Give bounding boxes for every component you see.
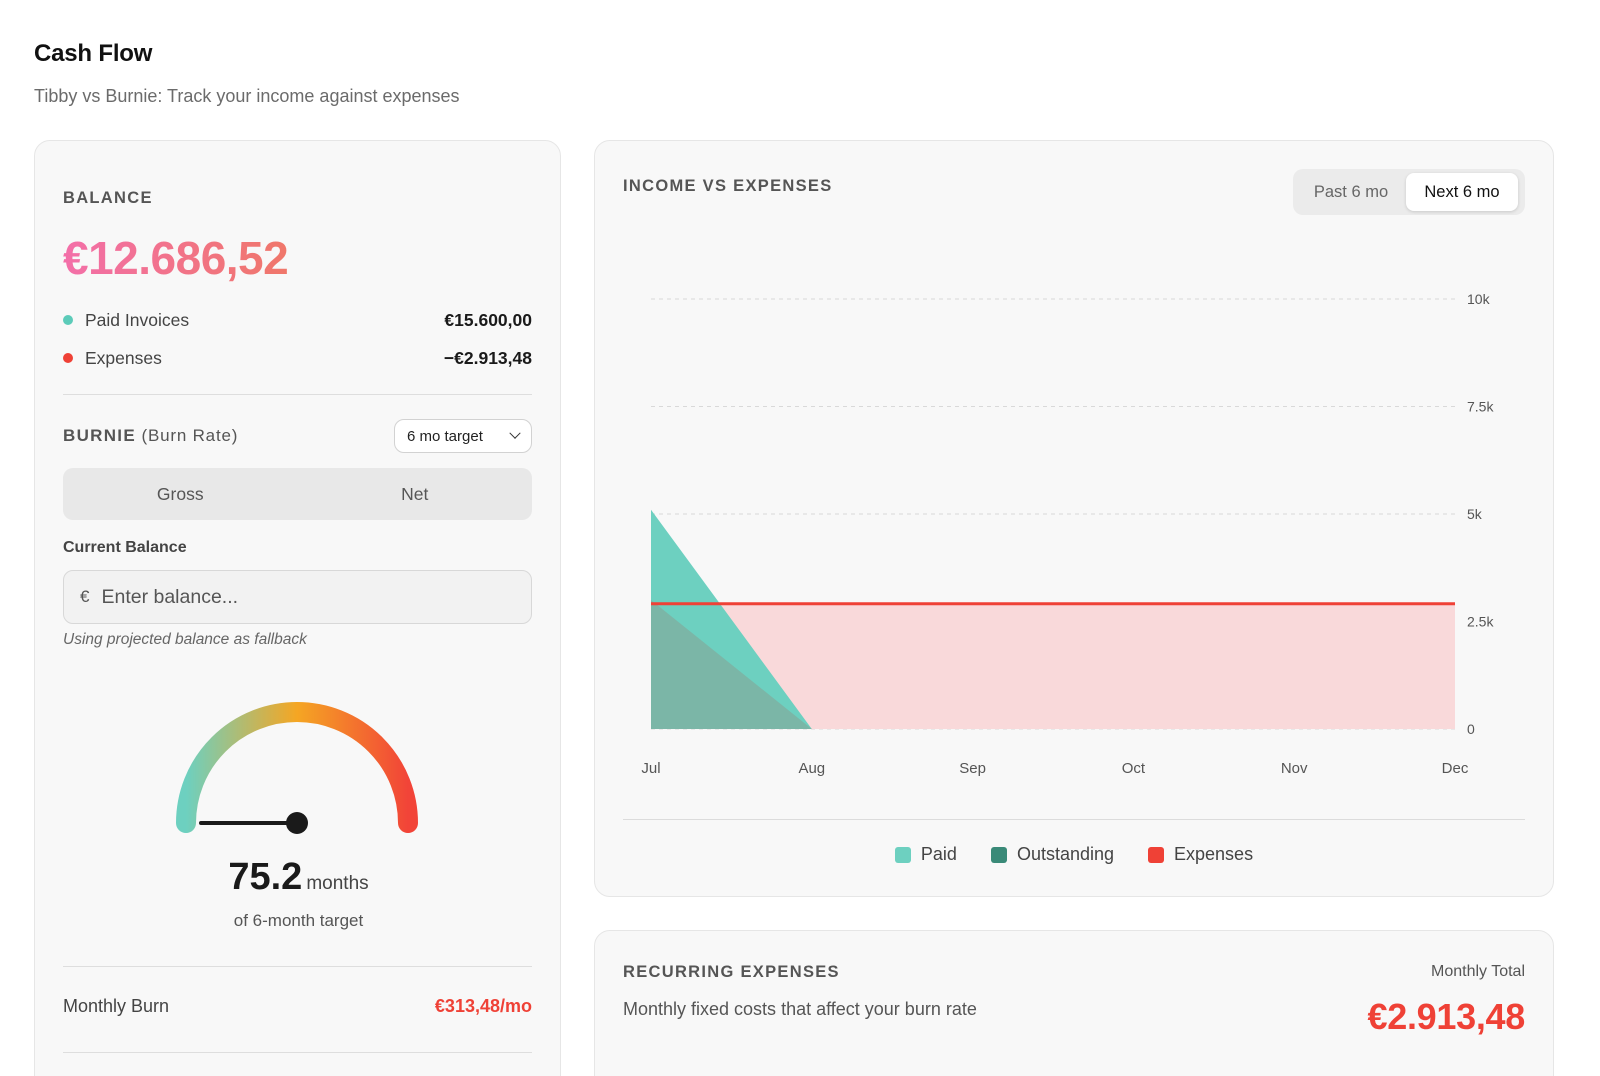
legend-paid[interactable]: Paid	[894, 844, 957, 865]
tab-next-6-mo[interactable]: Next 6 mo	[1406, 173, 1518, 211]
gauge-number: 75.2	[228, 856, 303, 898]
chevron-down-icon	[509, 427, 521, 439]
paid-invoices-label: Paid Invoices	[85, 309, 190, 330]
target-select-value: 6 mo target	[407, 427, 483, 445]
legend-paid-label: Paid	[920, 844, 957, 864]
x-tick-label: Aug	[798, 760, 825, 777]
legend-outstanding-label: Outstanding	[1016, 844, 1115, 864]
target-select[interactable]: 6 mo target	[394, 419, 532, 453]
income-expenses-chart: 0 2.5k 5k 7.5k 10k Jul Aug Sep Oct Nov Dec	[641, 291, 1494, 777]
expenses-dot-icon	[63, 353, 73, 363]
expenses-row: Expenses −€2.913,48	[63, 346, 532, 370]
x-tick-label: Sep	[959, 760, 986, 777]
y-tick-label: 0	[1467, 721, 1475, 737]
recurring-subtitle: Monthly fixed costs that affect your bur…	[623, 999, 977, 1019]
legend-expenses[interactable]: Expenses	[1148, 844, 1253, 865]
outstanding-swatch-icon	[990, 846, 1007, 863]
gauge-value: 75.2 months	[35, 856, 562, 899]
income-expenses-card: INCOME VS EXPENSES Past 6 mo Next 6 mo 0…	[594, 140, 1554, 897]
burn-gauge	[176, 702, 418, 834]
x-tick-label: Oct	[1122, 760, 1146, 777]
euro-icon: €	[80, 587, 90, 606]
divider	[63, 394, 532, 395]
expenses-value: −€2.913,48	[443, 347, 532, 368]
paid-invoices-value: €15.600,00	[444, 309, 532, 330]
balance-field[interactable]: €	[63, 570, 532, 624]
burnie-label: BURNIE (Burn Rate)	[63, 426, 239, 445]
legend-outstanding[interactable]: Outstanding	[990, 844, 1115, 865]
balance-input[interactable]	[101, 585, 531, 609]
expenses-label: Expenses	[85, 347, 162, 368]
monthly-total-value: €2.913,48	[1367, 996, 1526, 1037]
y-tick-label: 10k	[1467, 291, 1491, 307]
fallback-hint: Using projected balance as fallback	[63, 631, 307, 648]
gauge-caption: of 6-month target	[233, 911, 364, 930]
recurring-expenses-card: RECURRING EXPENSES Monthly fixed costs t…	[594, 930, 1554, 1076]
monthly-burn-label: Monthly Burn	[63, 996, 170, 1016]
gauge-pivot	[286, 812, 308, 834]
monthly-burn-value: €313,48/mo	[434, 996, 532, 1016]
recurring-title: RECURRING EXPENSES	[623, 963, 840, 981]
x-tick-label: Dec	[1442, 760, 1469, 777]
gross-net-toggle: Gross Net	[63, 468, 532, 520]
burnie-header: BURNIE (Burn Rate) 6 mo target	[63, 419, 532, 453]
legend-expenses-label: Expenses	[1174, 844, 1254, 864]
balance-amount: €12.686,52	[63, 232, 289, 284]
gauge-arc	[176, 702, 418, 833]
chart-title: INCOME VS EXPENSES	[623, 177, 833, 195]
paid-dot-icon	[63, 315, 73, 325]
range-toggle: Past 6 mo Next 6 mo	[1293, 169, 1525, 215]
page-header: Cash Flow Tibby vs Burnie: Track your in…	[34, 40, 460, 107]
page-subtitle: Tibby vs Burnie: Track your income again…	[34, 86, 460, 106]
gauge-unit: months	[306, 873, 369, 894]
expenses-area	[651, 603, 1455, 729]
divider	[63, 966, 532, 967]
x-tick-label: Jul	[641, 760, 660, 777]
chart-divider	[623, 819, 1525, 820]
outstanding-area	[651, 600, 1455, 729]
balance-card: BALANCE €12.686,52 Paid Invoices €15.600…	[34, 140, 561, 1076]
current-balance-label: Current Balance	[63, 539, 187, 556]
toggle-gross[interactable]: Gross	[156, 483, 204, 504]
divider	[63, 1052, 532, 1053]
tab-past-6-mo[interactable]: Past 6 mo	[1313, 182, 1389, 201]
expenses-swatch-icon	[1148, 846, 1165, 863]
balance-label: BALANCE	[63, 189, 153, 207]
page-title: Cash Flow	[34, 40, 153, 67]
paid-swatch-icon	[894, 846, 911, 863]
y-tick-label: 7.5k	[1467, 399, 1494, 415]
paid-invoices-row: Paid Invoices €15.600,00	[63, 308, 532, 332]
toggle-net[interactable]: Net	[401, 483, 429, 504]
chart-legend: Paid Outstanding Expenses	[595, 844, 1553, 865]
x-tick-label: Nov	[1281, 760, 1308, 777]
monthly-burn-row: Monthly Burn €313,48/mo	[63, 996, 532, 1017]
y-tick-label: 2.5k	[1467, 614, 1494, 630]
y-tick-label: 5k	[1467, 506, 1483, 522]
monthly-total-label: Monthly Total	[1431, 963, 1525, 980]
